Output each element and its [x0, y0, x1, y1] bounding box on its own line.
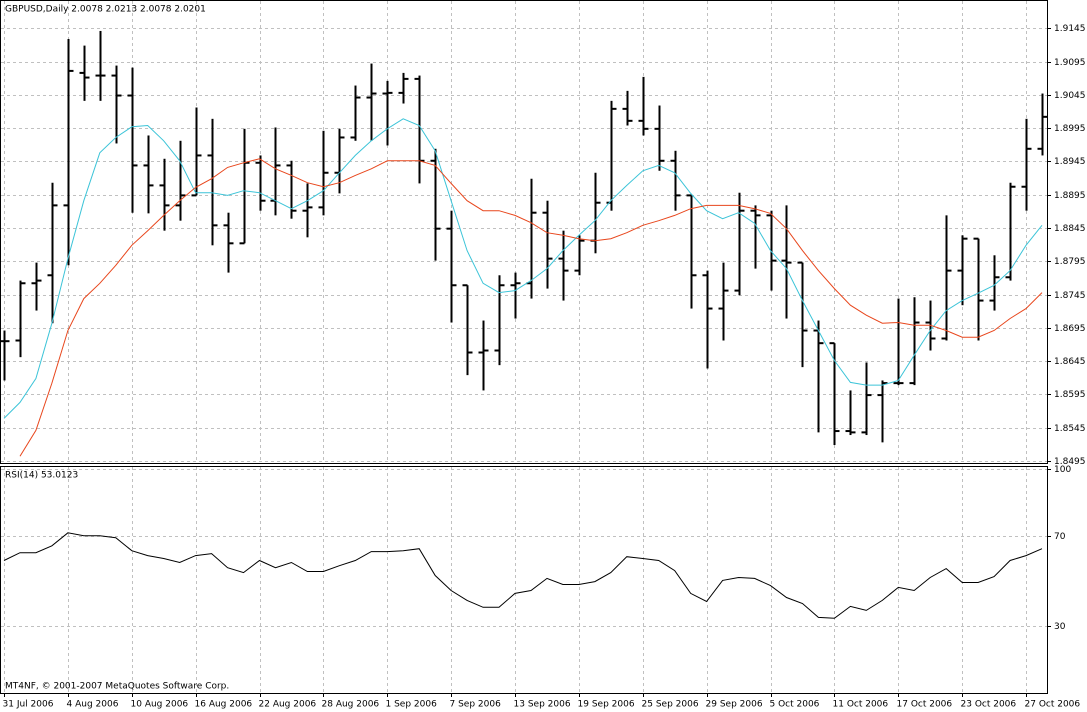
x-tick-label: 5 Oct 2006	[770, 700, 820, 710]
y-tick-label: 1.8945	[1054, 157, 1086, 167]
y-tick-label: 1.9095	[1054, 58, 1086, 68]
x-tick-label: 13 Sep 2006	[514, 700, 571, 710]
pane-title: RSI(14) 53.0123	[5, 471, 78, 481]
x-tick-label: 29 Sep 2006	[706, 700, 763, 710]
moving-average	[19, 158, 1043, 457]
y-tick-label: 1.9045	[1054, 91, 1086, 101]
x-tick-label: 16 Aug 2006	[195, 700, 253, 710]
y-tick-label: 70	[1054, 532, 1066, 542]
y-tick-label: 1.8495	[1054, 457, 1086, 467]
x-tick-label: 17 Oct 2006	[897, 700, 953, 710]
x-tick-label: 23 Oct 2006	[961, 700, 1017, 710]
y-tick-label: 1.8795	[1054, 257, 1086, 267]
y-tick-label: 1.8595	[1054, 390, 1086, 400]
y-tick-label: 1.8645	[1054, 357, 1086, 367]
y-tick-label: 1.8695	[1054, 324, 1086, 334]
x-tick-label: 11 Oct 2006	[833, 700, 889, 710]
x-tick-label: 31 Jul 2006	[3, 700, 54, 710]
price-pane	[0, 0, 1048, 464]
y-tick-label: 1.8995	[1054, 124, 1086, 134]
x-tick-label: 28 Aug 2006	[322, 700, 380, 710]
x-tick-label: 7 Sep 2006	[450, 700, 502, 710]
x-tick-label: 1 Sep 2006	[386, 700, 438, 710]
x-tick-label: 19 Sep 2006	[578, 700, 635, 710]
y-tick-label: 1.8745	[1054, 291, 1086, 301]
x-tick-label: 4 Aug 2006	[67, 700, 119, 710]
y-tick-label: 1.8545	[1054, 424, 1086, 434]
footer: MT4NF, © 2001-2007 MetaQuotes Software C…	[5, 682, 229, 692]
pane-title: GBPUSD,Daily 2.0078 2.0213 2.0078 2.0201	[5, 5, 206, 15]
rsi-line	[3, 532, 1043, 619]
moving-average	[3, 118, 1043, 419]
x-tick-label: 27 Oct 2006	[1025, 700, 1081, 710]
x-tick-label: 25 Sep 2006	[642, 700, 699, 710]
y-tick-label: 1.8845	[1054, 224, 1086, 234]
x-tick-label: 22 Aug 2006	[259, 700, 317, 710]
y-tick-label: 1.8895	[1054, 191, 1086, 201]
rsi-pane	[0, 466, 1048, 694]
y-tick-label: 100	[1054, 465, 1071, 475]
y-tick-label: 30	[1054, 622, 1066, 632]
y-tick-label: 1.9145	[1054, 24, 1086, 34]
x-tick-label: 10 Aug 2006	[131, 700, 189, 710]
